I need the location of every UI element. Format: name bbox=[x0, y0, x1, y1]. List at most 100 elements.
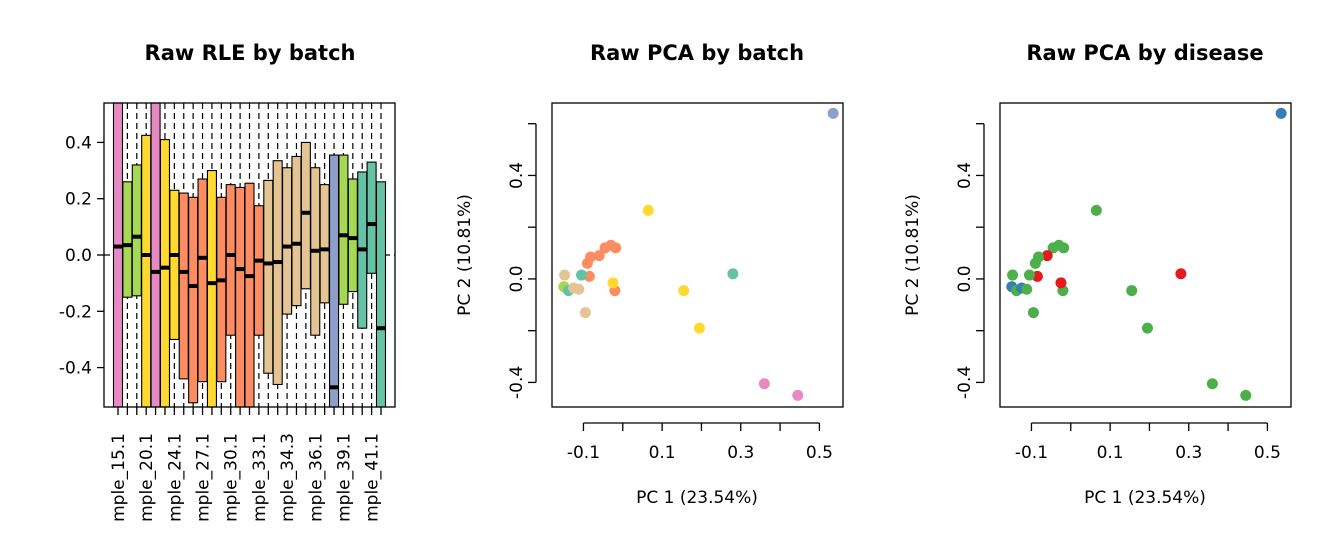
y-tick-label: -0.4 bbox=[507, 366, 527, 399]
pca-batch-points bbox=[558, 107, 839, 401]
rle-y-tick-label: -0.2 bbox=[59, 302, 92, 322]
pca-batch-title: Raw PCA by batch bbox=[590, 41, 804, 65]
data-point bbox=[610, 242, 622, 254]
data-point bbox=[1090, 204, 1102, 216]
data-point bbox=[1141, 322, 1153, 334]
data-point bbox=[1058, 242, 1070, 254]
pca-disease-chart: Raw PCA by disease -0.1 0.1 0.3 0.5 -0.4 0.0 0… bbox=[903, 41, 1292, 508]
rle-y-tick-label: 0.2 bbox=[65, 190, 92, 210]
rle-x-tick-label: mple_20.1 bbox=[137, 433, 157, 522]
pca-disease-axes: -0.1 0.1 0.3 0.5 -0.4 0.0 0.4 bbox=[955, 123, 1281, 463]
rle-title: Raw RLE by batch bbox=[145, 41, 356, 65]
pca-batch-axes: -0.1 0.1 0.3 0.5 -0.4 0.0 0.4 bbox=[507, 123, 833, 463]
data-point bbox=[1275, 107, 1287, 119]
rle-box bbox=[225, 184, 236, 336]
data-point bbox=[758, 378, 770, 390]
data-point bbox=[678, 285, 690, 297]
pca-disease-title: Raw PCA by disease bbox=[1026, 41, 1263, 65]
rle-box bbox=[338, 154, 349, 305]
x-tick-label: 0.5 bbox=[1254, 443, 1281, 463]
rle-y-tick-label: 0.0 bbox=[65, 246, 92, 266]
rle-box bbox=[291, 155, 302, 307]
rle-x-tick-label: mple_36.1 bbox=[306, 433, 326, 522]
y-tick-label: -0.4 bbox=[955, 366, 975, 399]
rle-box bbox=[131, 164, 142, 297]
rle-box bbox=[206, 170, 217, 408]
rle-box bbox=[244, 182, 255, 408]
data-point bbox=[1206, 378, 1218, 390]
data-point bbox=[581, 257, 593, 269]
rle-box bbox=[141, 134, 152, 408]
y-tick-label: 0.0 bbox=[507, 265, 527, 292]
rle-y-tick-label: -0.4 bbox=[59, 359, 92, 379]
data-point bbox=[593, 250, 605, 262]
rle-box bbox=[282, 167, 293, 315]
data-point bbox=[1240, 389, 1252, 401]
data-point bbox=[607, 277, 619, 289]
rle-box bbox=[159, 139, 171, 408]
data-point bbox=[1175, 268, 1187, 280]
rle-x-tick-label: mple_27.1 bbox=[194, 433, 214, 522]
pca-disease-x-label: PC 1 (23.54%) bbox=[1084, 488, 1206, 508]
rle-box bbox=[328, 154, 340, 408]
data-point bbox=[575, 269, 587, 281]
data-point bbox=[642, 204, 654, 216]
x-tick-label: 0.3 bbox=[1175, 443, 1202, 463]
rle-box bbox=[216, 196, 227, 383]
rle-x-tick-label: mple_30.1 bbox=[222, 433, 242, 522]
rle-box bbox=[366, 161, 377, 274]
rle-chart: Raw RLE by batch 0.4 0.2 0.0 -0.2 -0.4 mple_… bbox=[59, 41, 396, 522]
rle-x-axis: mple_15.1 mple_20.1 mple_24.1 mple_27.1 mple… bbox=[109, 407, 383, 522]
y-tick-label: 0.0 bbox=[955, 265, 975, 292]
rle-box bbox=[319, 184, 330, 304]
rle-y-tick-label: 0.4 bbox=[65, 133, 92, 153]
data-point bbox=[1041, 250, 1053, 262]
data-point bbox=[1055, 277, 1067, 289]
pca-batch-y-label: PC 2 (10.81%) bbox=[455, 194, 475, 316]
rle-box bbox=[235, 186, 246, 408]
data-point bbox=[579, 307, 591, 319]
x-tick-label: 0.1 bbox=[1097, 443, 1124, 463]
rle-box bbox=[169, 189, 180, 340]
rle-box bbox=[375, 181, 387, 408]
x-tick-label: 0.1 bbox=[649, 443, 676, 463]
rle-box bbox=[112, 102, 124, 408]
rle-box bbox=[197, 178, 208, 383]
x-tick-label: 0.3 bbox=[727, 443, 754, 463]
data-point bbox=[827, 107, 839, 119]
rle-x-tick-label: mple_39.1 bbox=[334, 433, 354, 522]
rle-x-tick-label: mple_34.3 bbox=[278, 433, 298, 522]
data-point bbox=[1126, 285, 1138, 297]
pca-disease-y-label: PC 2 (10.81%) bbox=[903, 194, 923, 316]
rle-box bbox=[253, 205, 264, 336]
pca-batch-x-label: PC 1 (23.54%) bbox=[636, 488, 758, 508]
data-point bbox=[727, 268, 739, 280]
pca-disease-plot-frame bbox=[999, 102, 1292, 408]
rle-x-tick-label: mple_41.1 bbox=[363, 433, 383, 522]
rle-x-tick-label: mple_33.1 bbox=[250, 433, 270, 522]
x-tick-label: -0.1 bbox=[567, 443, 600, 463]
pca-disease-points bbox=[1006, 107, 1287, 401]
rle-box bbox=[178, 192, 189, 380]
x-tick-label: -0.1 bbox=[1015, 443, 1048, 463]
data-point bbox=[1023, 269, 1035, 281]
y-tick-label: 0.4 bbox=[955, 162, 975, 189]
data-point bbox=[1029, 257, 1041, 269]
pca-batch-plot-frame bbox=[551, 102, 844, 408]
rle-box bbox=[188, 196, 199, 404]
data-point bbox=[559, 269, 571, 281]
rle-x-tick-label: mple_15.1 bbox=[109, 433, 129, 522]
data-point bbox=[792, 389, 804, 401]
x-tick-label: 0.5 bbox=[806, 443, 833, 463]
rle-x-tick-label: mple_24.1 bbox=[165, 433, 185, 522]
data-point bbox=[693, 322, 705, 334]
rle-boxes bbox=[104, 102, 395, 408]
data-point bbox=[1021, 283, 1033, 295]
rle-plot-frame bbox=[103, 102, 396, 408]
pca-batch-chart: Raw PCA by batch -0.1 0.1 0.3 0.5 -0.4 0.0 0.4… bbox=[455, 41, 844, 508]
rle-box bbox=[347, 178, 358, 293]
data-point bbox=[1007, 269, 1019, 281]
data-point bbox=[1027, 307, 1039, 319]
rle-box bbox=[263, 179, 274, 374]
